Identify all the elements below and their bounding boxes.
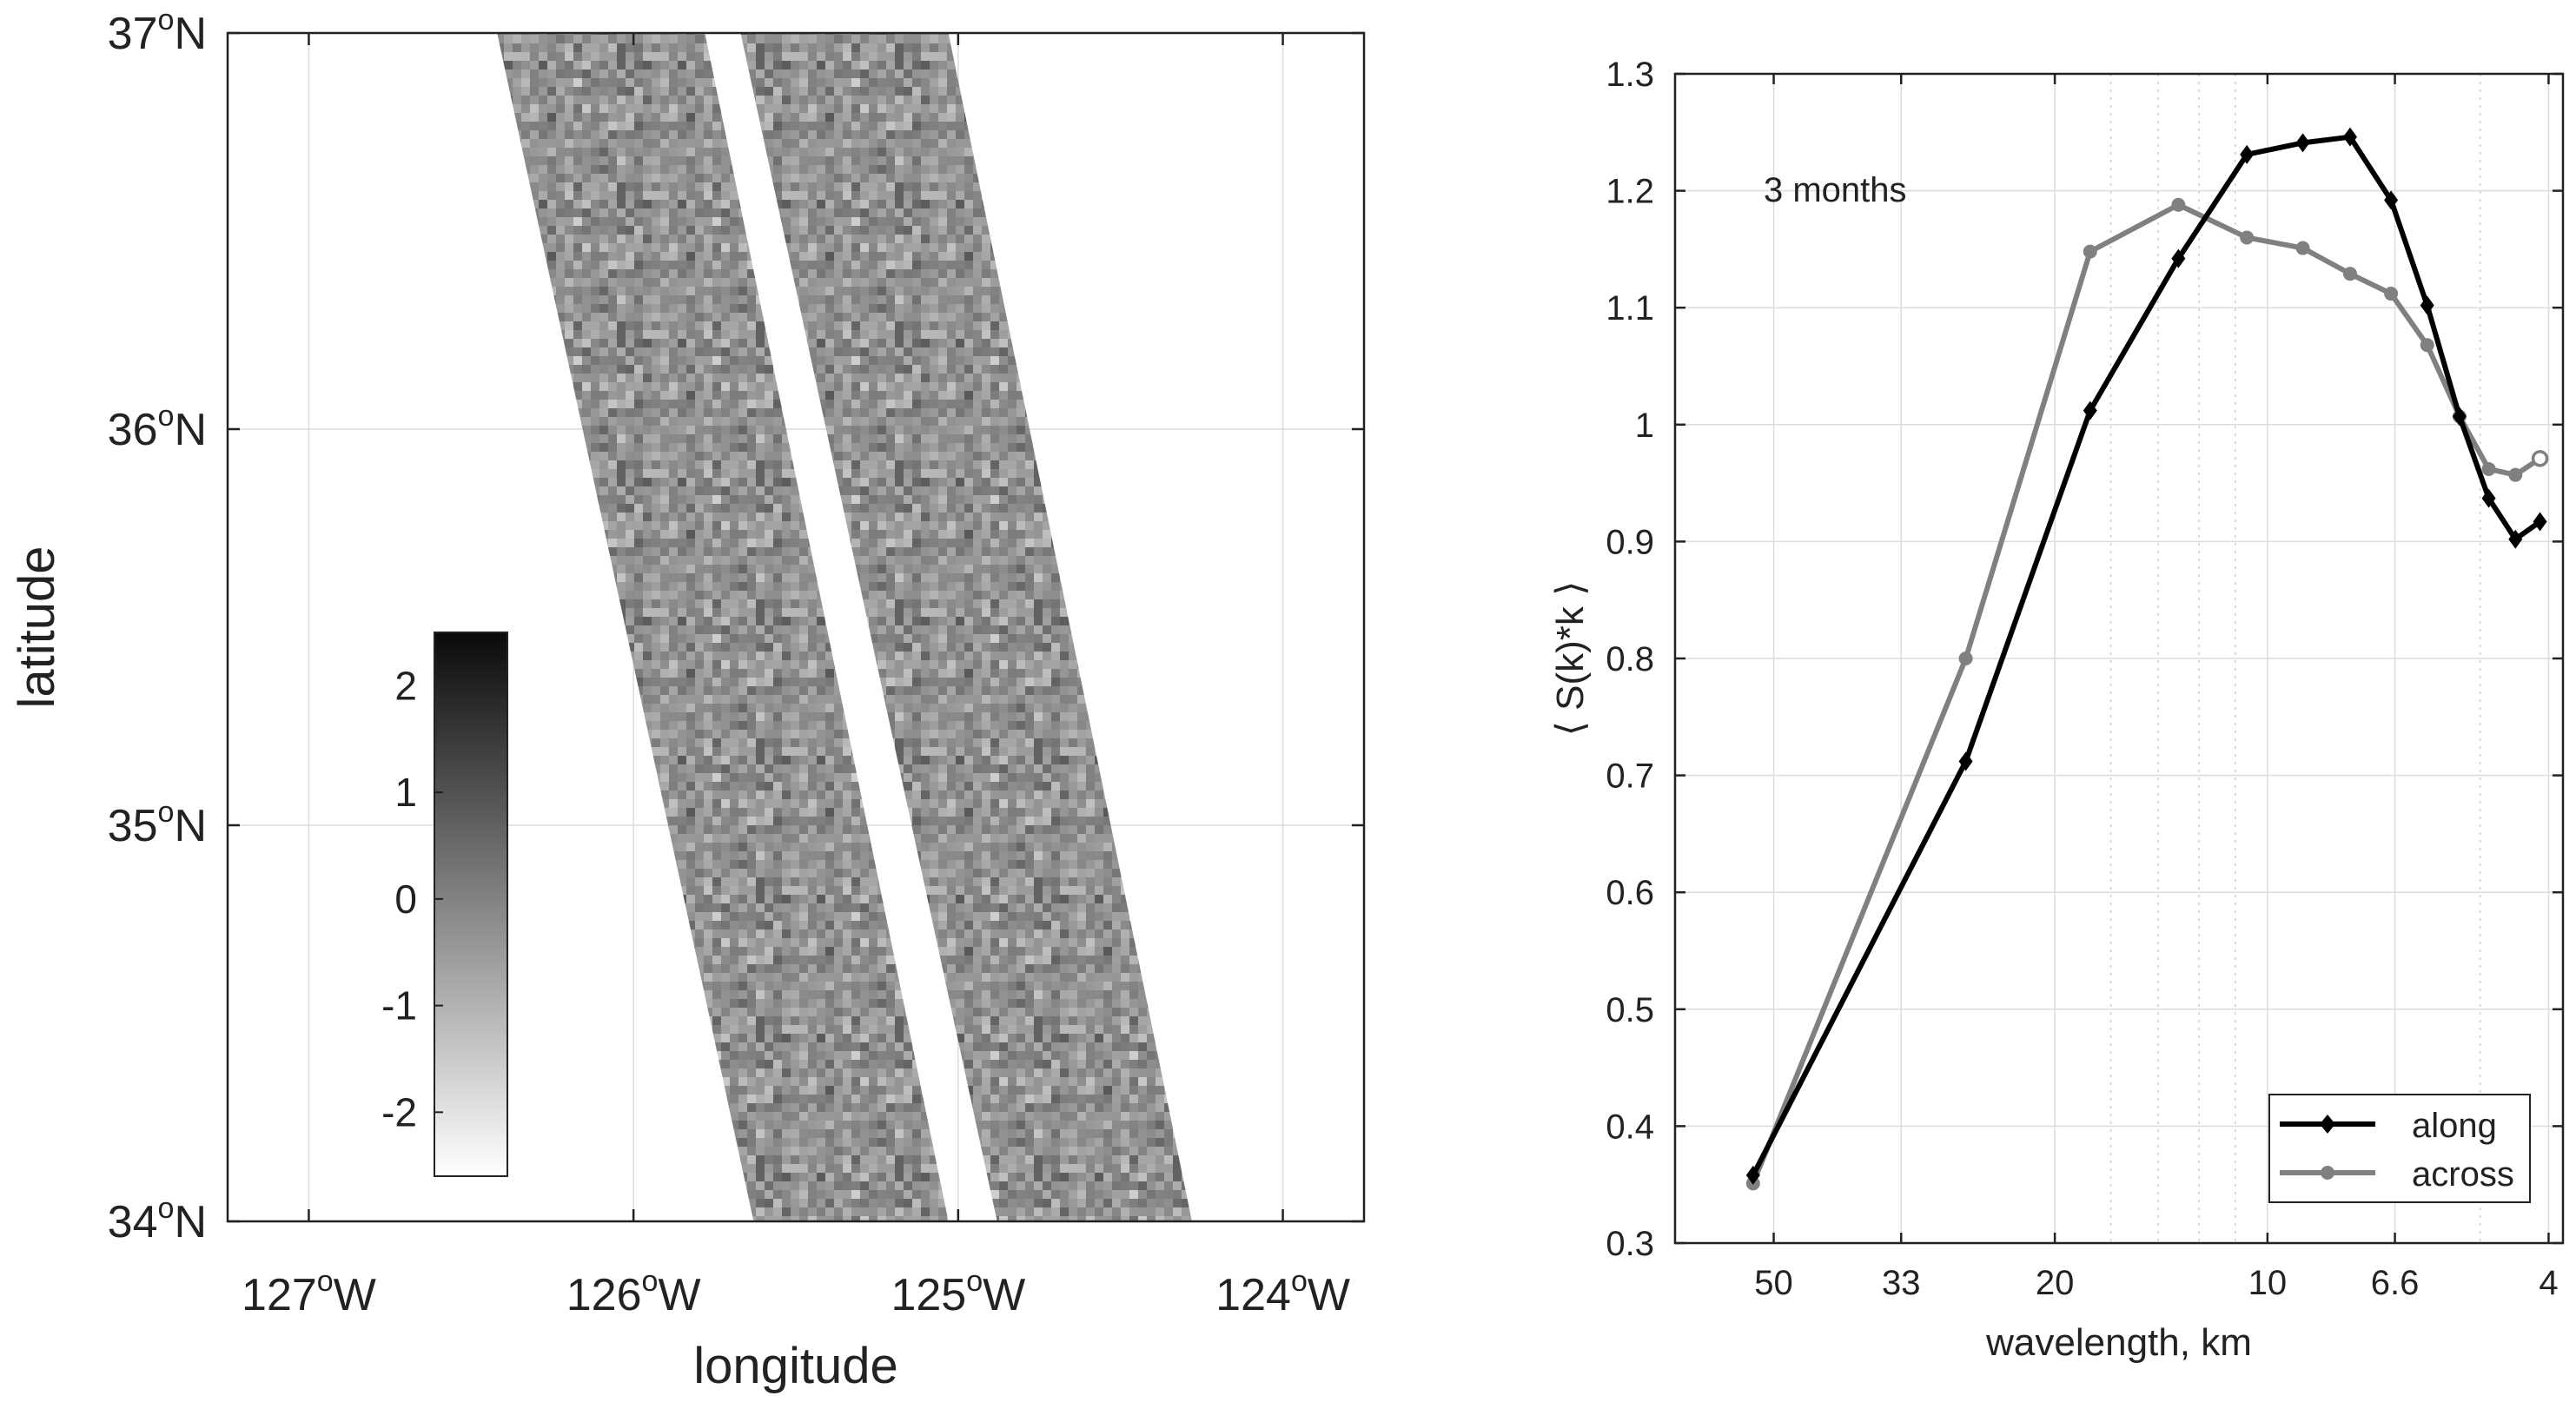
spec-ytick-label: 0.6: [1606, 874, 1654, 912]
colorbar-tick-label: -1: [381, 983, 417, 1029]
map-x-ticks: 127oW 126oW 125oW 124oW: [242, 33, 1350, 1320]
map-xtick-label: 127oW: [242, 1265, 376, 1320]
colorbar: 2 1 0 -1 -2: [381, 632, 508, 1177]
spec-xtick-label: 20: [2036, 1264, 2075, 1302]
point-along: [2420, 295, 2434, 315]
point-along: [2342, 127, 2357, 147]
right-swath: [740, 33, 1192, 1221]
point-across: [1958, 652, 1973, 665]
map-xtick-label: 126oW: [566, 1265, 701, 1320]
point-across: [2171, 197, 2186, 212]
spec-ytick-label: 0.8: [1606, 640, 1654, 678]
point-across: [2420, 338, 2434, 353]
colorbar-tick-label: -2: [381, 1089, 417, 1134]
map-panel: 2 1 0 -1 -2 127oW 126oW 125oW 124oW 34oN 35oN 36o…: [9, 3, 1366, 1394]
spec-ytick-label: 1: [1635, 407, 1654, 445]
spec-xtick-label: 4: [2539, 1264, 2558, 1302]
point-across: [2384, 287, 2399, 301]
colorbar-tick-label: 0: [394, 876, 417, 922]
point-along: [1745, 1165, 1760, 1185]
spec-xtick-label: 6.6: [2371, 1264, 2420, 1302]
legend-along-label: along: [2412, 1107, 2497, 1145]
point-across: [2240, 230, 2255, 245]
colorbar-bar: [434, 632, 508, 1177]
spec-ytick-label: 1.1: [1606, 289, 1654, 327]
colorbar-tick-label: 2: [394, 663, 417, 708]
spec-xtick-label: 33: [1882, 1264, 1921, 1302]
point-along: [2171, 248, 2186, 268]
spectrum-y-ticks: 0.3 0.4 0.5 0.6 0.7 0.8 0.9 1 1.1 1.2 1.3: [1606, 56, 2563, 1263]
map-y-ticks: 34oN 35oN 36oN 37oN: [108, 3, 1364, 1247]
point-along: [2508, 529, 2523, 549]
spectrum-x-label: wavelength, km: [1985, 1321, 2252, 1364]
point-across: [2481, 461, 2496, 476]
spec-ytick-label: 0.9: [1606, 523, 1654, 561]
map-ytick-label: 34oN: [108, 1192, 207, 1247]
point-along: [2452, 407, 2467, 427]
spectrum-x-ticks: 50 33 20 10 6.6 4: [1754, 74, 2559, 1302]
point-across: [2083, 244, 2097, 259]
map-ytick-label: 35oN: [108, 796, 207, 851]
point-across: [2508, 467, 2523, 482]
map-ytick-label: 36oN: [108, 400, 207, 455]
map-y-label: latitude: [9, 546, 65, 708]
map-xtick-label: 125oW: [891, 1265, 1025, 1320]
spectrum-y-label: ⟨ S(k)*k ⟩: [1549, 581, 1592, 737]
point-along: [2295, 133, 2310, 153]
point-along: [2533, 512, 2547, 532]
point-across: [2295, 241, 2310, 255]
left-swath: [497, 33, 949, 1221]
spec-ytick-label: 1.3: [1606, 56, 1654, 94]
spec-ytick-label: 0.5: [1606, 991, 1654, 1029]
map-ytick-label: 37oN: [108, 3, 207, 59]
spec-ytick-label: 1.2: [1606, 173, 1654, 211]
map-swaths: [497, 33, 1192, 1221]
spec-ytick-label: 0.3: [1606, 1225, 1654, 1263]
point-along: [2083, 400, 2097, 420]
spectrum-panel: 0.3 0.4 0.5 0.6 0.7 0.8 0.9 1 1.1 1.2 1.3 50 33 20 10…: [1549, 56, 2565, 1364]
point-along: [1958, 751, 1973, 771]
point-along: [2481, 488, 2496, 508]
point-along: [2240, 144, 2255, 164]
spec-ytick-label: 0.4: [1606, 1108, 1654, 1146]
map-x-label: longitude: [693, 1338, 897, 1394]
legend-along-marker: [2320, 1115, 2335, 1134]
colorbar-tick-label: 1: [394, 770, 417, 815]
spec-xtick-label: 10: [2248, 1264, 2288, 1302]
map-axes-box: [226, 31, 1366, 1223]
point-across: [2531, 450, 2549, 467]
legend-across-marker: [2321, 1166, 2334, 1180]
legend: along across: [2268, 1094, 2531, 1203]
legend-across-label: across: [2412, 1155, 2514, 1194]
point-along: [2384, 190, 2399, 210]
point-across: [2342, 267, 2357, 281]
spectrum-series: [1745, 127, 2549, 1191]
map-xtick-label: 124oW: [1215, 1265, 1350, 1320]
period-annotation: 3 months: [1764, 171, 1907, 209]
spec-xtick-label: 50: [1754, 1264, 1793, 1302]
legend-box: [2268, 1094, 2531, 1203]
spec-ytick-label: 0.7: [1606, 757, 1654, 796]
